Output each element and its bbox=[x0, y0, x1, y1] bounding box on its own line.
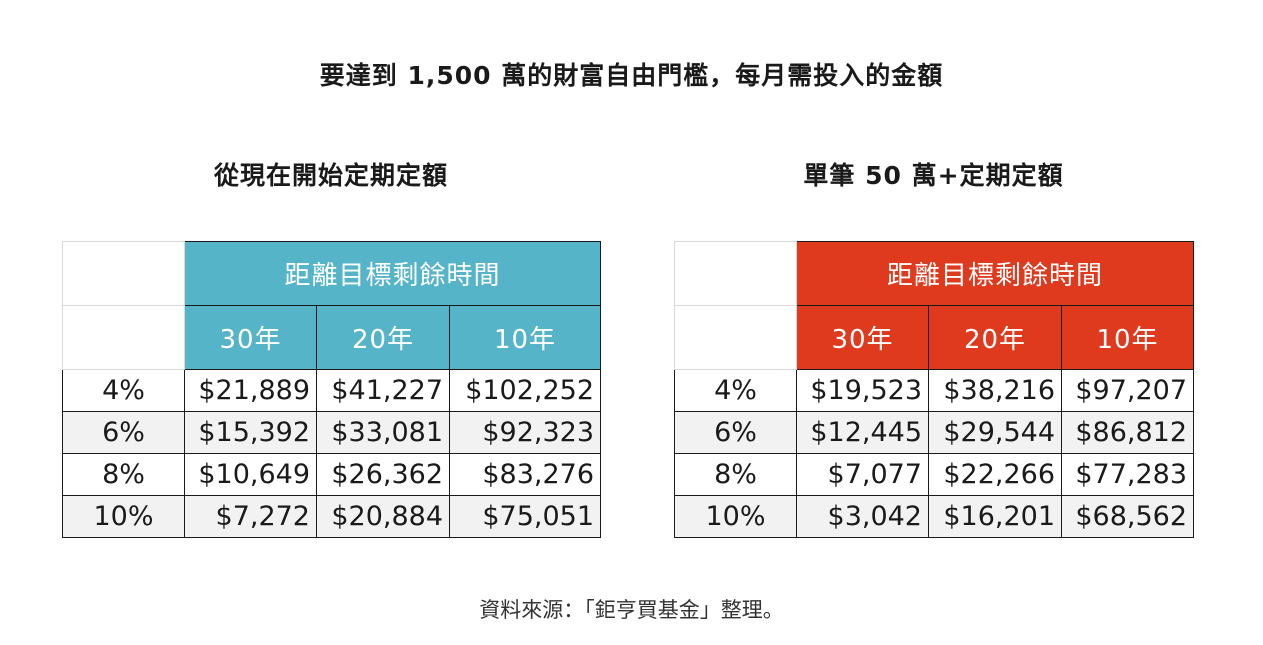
right-table-title: 單筆 50 萬+定期定額 bbox=[803, 161, 1064, 190]
table-row: 4% $21,889 $41,227 $102,252 bbox=[62, 369, 602, 412]
amount-cell: $68,562 bbox=[1060, 495, 1195, 538]
amount-cell: $86,812 bbox=[1060, 411, 1195, 454]
amount-cell: $7,077 bbox=[796, 453, 929, 496]
amount-cell: $75,051 bbox=[448, 495, 602, 538]
amount-cell: $21,889 bbox=[184, 369, 317, 412]
column-header: 20年 bbox=[928, 305, 1062, 370]
amount-cell: $92,323 bbox=[448, 411, 602, 454]
amount-cell: $33,081 bbox=[316, 411, 450, 454]
corner-cell bbox=[674, 305, 797, 370]
amount-cell: $38,216 bbox=[928, 369, 1062, 412]
amount-cell: $97,207 bbox=[1060, 369, 1195, 412]
rate-cell: 10% bbox=[62, 495, 185, 538]
amount-cell: $7,272 bbox=[184, 495, 317, 538]
amount-cell: $16,201 bbox=[928, 495, 1062, 538]
rate-cell: 6% bbox=[62, 411, 185, 454]
corner-cell bbox=[674, 241, 797, 306]
amount-cell: $29,544 bbox=[928, 411, 1062, 454]
remaining-time-header: 距離目標剩餘時間 bbox=[795, 241, 1195, 306]
amount-cell: $3,042 bbox=[796, 495, 929, 538]
amount-cell: $83,276 bbox=[448, 453, 602, 496]
amount-cell: $19,523 bbox=[796, 369, 929, 412]
amount-cell: $22,266 bbox=[928, 453, 1062, 496]
table-row: 4% $19,523 $38,216 $97,207 bbox=[674, 369, 1195, 412]
rate-cell: 8% bbox=[62, 453, 185, 496]
amount-cell: $77,283 bbox=[1060, 453, 1195, 496]
rate-cell: 6% bbox=[674, 411, 797, 454]
rate-cell: 4% bbox=[62, 369, 185, 412]
column-header: 10年 bbox=[448, 305, 602, 370]
source-note: 資料來源：「鉅亨買基金」整理。 bbox=[479, 598, 784, 622]
amount-cell: $10,649 bbox=[184, 453, 317, 496]
left-amount-table: 距離目標剩餘時間 30年 20年 10年 4% $21,889 $41,227 … bbox=[62, 241, 602, 538]
remaining-time-header: 距離目標剩餘時間 bbox=[183, 241, 602, 306]
rate-cell: 8% bbox=[674, 453, 797, 496]
table-row: 10% $7,272 $20,884 $75,051 bbox=[62, 495, 602, 538]
amount-cell: $102,252 bbox=[448, 369, 602, 412]
right-amount-table: 距離目標剩餘時間 30年 20年 10年 4% $19,523 $38,216 … bbox=[674, 241, 1195, 538]
left-table-title: 從現在開始定期定額 bbox=[213, 161, 448, 190]
table-row: 6% $12,445 $29,544 $86,812 bbox=[674, 411, 1195, 454]
amount-cell: $15,392 bbox=[184, 411, 317, 454]
amount-cell: $26,362 bbox=[316, 453, 450, 496]
rate-cell: 4% bbox=[674, 369, 797, 412]
table-row: 10% $3,042 $16,201 $68,562 bbox=[674, 495, 1195, 538]
table-row: 6% $15,392 $33,081 $92,323 bbox=[62, 411, 602, 454]
column-header: 30年 bbox=[184, 305, 317, 370]
amount-cell: $12,445 bbox=[796, 411, 929, 454]
column-header: 30年 bbox=[796, 305, 929, 370]
corner-cell bbox=[62, 241, 185, 306]
column-header: 20年 bbox=[316, 305, 450, 370]
amount-cell: $41,227 bbox=[316, 369, 450, 412]
table-row: 8% $10,649 $26,362 $83,276 bbox=[62, 453, 602, 496]
table-row: 8% $7,077 $22,266 $77,283 bbox=[674, 453, 1195, 496]
corner-cell bbox=[62, 305, 185, 370]
amount-cell: $20,884 bbox=[316, 495, 450, 538]
page-title: 要達到 1,500 萬的財富自由門檻，每月需投入的金額 bbox=[319, 61, 944, 90]
rate-cell: 10% bbox=[674, 495, 797, 538]
column-header: 10年 bbox=[1060, 305, 1195, 370]
